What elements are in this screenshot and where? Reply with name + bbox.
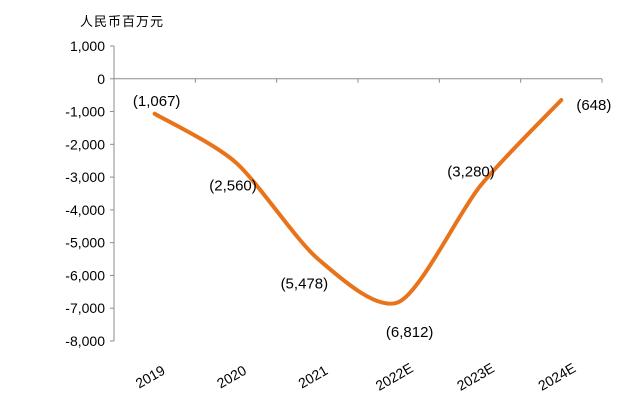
data-labels-layer: (1,067) (2,560) (5,478) (6,812) (3,280) (648) [133, 93, 611, 341]
y-tick-label: -3,000 [65, 169, 105, 185]
y-tick-label: 0 [97, 71, 105, 87]
x-category-label: 2019 [133, 362, 168, 392]
series-layer [152, 98, 564, 306]
y-tick-label: -4,000 [65, 202, 105, 218]
data-label: (3,280) [447, 163, 495, 180]
data-label: (1,067) [133, 93, 181, 110]
x-category-label: 2023E [454, 360, 497, 394]
data-label: (2,560) [209, 178, 257, 195]
y-tick-label: 1,000 [70, 38, 105, 54]
x-category-label: 2020 [214, 362, 249, 392]
data-label: (6,812) [386, 324, 434, 341]
y-tick-label: -5,000 [65, 235, 105, 251]
y-tick-label: -1,000 [65, 104, 105, 120]
y-axis-unit-label: 人民币百万元 [80, 15, 165, 30]
x-category-label: 2021 [295, 362, 330, 392]
data-label: (648) [576, 97, 611, 114]
y-tick-label: -8,000 [65, 333, 105, 349]
data-label: (5,478) [281, 275, 329, 292]
x-category-label: 2024E [535, 360, 578, 394]
axes-layer: 1,000 0 -1,000 -2,000 -3,000 -4,000 -5,000 -6,0… [65, 38, 603, 394]
y-tick-label: -6,000 [65, 267, 105, 283]
x-category-label: 2022E [373, 360, 416, 394]
y-tick-label: -2,000 [65, 136, 105, 152]
y-tick-label: -7,000 [65, 300, 105, 316]
series-line [152, 98, 564, 306]
